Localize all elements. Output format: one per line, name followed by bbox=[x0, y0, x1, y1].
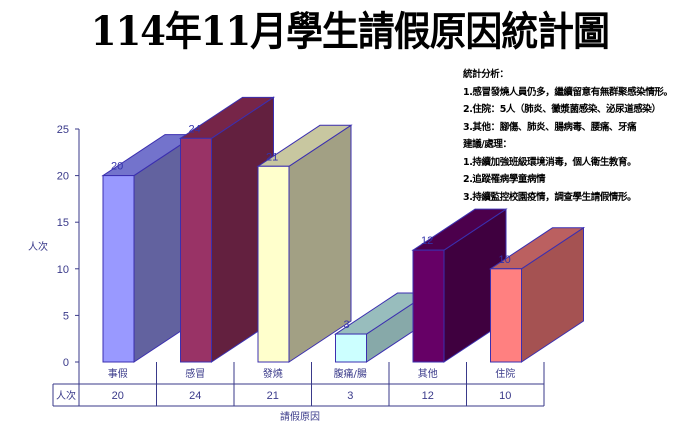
bars: 20 24 21 3 12 10 bbox=[101, 96, 586, 363]
advice-item: 1.持續加強班級環境消毒，個人衛生教育。 bbox=[463, 156, 637, 168]
y-tick-label: 25 bbox=[57, 124, 69, 136]
category-label: 住院 bbox=[495, 367, 515, 380]
bar: 10 bbox=[488, 226, 586, 363]
table-cell: 12 bbox=[422, 390, 434, 402]
value-label: 10 bbox=[499, 254, 511, 266]
analysis-notes: 統計分析： 1.感冒發燒人員仍多，繼續留意有無群聚感染情形。 2.住院：5人（肺… bbox=[463, 66, 700, 206]
x-axis-label: 請假原因 bbox=[280, 410, 320, 423]
bar: 21 bbox=[256, 124, 353, 363]
y-tick-label: 20 bbox=[57, 171, 69, 183]
analysis-item: 1.感冒發燒人員仍多，繼續留意有無群聚感染情形。 bbox=[463, 86, 673, 98]
advice-heading: 建議/處理： bbox=[463, 139, 512, 150]
value-label: 3 bbox=[344, 319, 350, 331]
category-label: 發燒 bbox=[263, 367, 283, 380]
analysis-heading: 統計分析： bbox=[463, 69, 509, 80]
value-label: 20 bbox=[111, 161, 123, 173]
table-cell: 21 bbox=[267, 390, 279, 402]
y-tick-label: 0 bbox=[63, 357, 69, 369]
value-label: 12 bbox=[421, 235, 433, 247]
value-label: 21 bbox=[266, 151, 278, 163]
y-axis: 0 5 10 15 20 25 人次 bbox=[28, 124, 80, 406]
table-cell: 3 bbox=[347, 390, 353, 402]
table-cell: 20 bbox=[112, 390, 124, 402]
category-label: 腹痛/腸 bbox=[334, 367, 367, 380]
advice-item: 3.持續監控校園疫情，調查學生請假情形。 bbox=[463, 191, 637, 203]
y-axis-label: 人次 bbox=[28, 240, 48, 253]
y-tick-label: 5 bbox=[63, 310, 69, 322]
analysis-item: 2.住院：5人（肺炎、黴漿菌感染、泌尿道感染） bbox=[463, 104, 661, 115]
value-label: 24 bbox=[189, 123, 201, 135]
category-label: 其他 bbox=[418, 367, 438, 380]
table-cell: 10 bbox=[499, 390, 511, 402]
analysis-item: 3.其他：腳傷、肺炎、腸病毒、腰痛、牙痛 bbox=[463, 121, 637, 133]
chart-title: 114年11月學生請假原因統計圖 bbox=[90, 8, 610, 55]
category-label: 事假 bbox=[108, 367, 128, 380]
y-tick-label: 15 bbox=[57, 217, 69, 229]
table-row-label: 人次 bbox=[56, 389, 76, 402]
table-cell: 24 bbox=[189, 390, 201, 402]
y-tick-label: 10 bbox=[57, 264, 69, 276]
category-label: 感冒 bbox=[185, 367, 205, 380]
data-table: 人次 事假 20 感冒 24 發燒 21 腹痛/腸 3 其他 12 住院 10 bbox=[52, 362, 545, 407]
advice-item: 2.追蹤罹病學童病情 bbox=[463, 174, 546, 185]
